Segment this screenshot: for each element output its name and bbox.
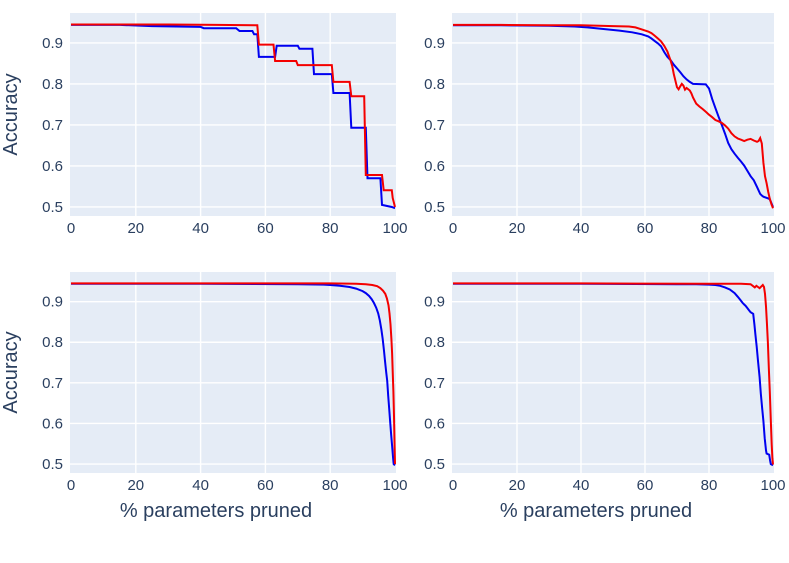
x-tick-label: 100 bbox=[760, 477, 785, 494]
plot-area bbox=[452, 272, 774, 473]
x-tick-label: 20 bbox=[127, 477, 144, 494]
subplot-top-left: 0 20 40 60 80 100 0.5 0.6 0.7 0.8 0.9 Accuracy bbox=[0, 13, 408, 237]
line-red-top-right bbox=[453, 23, 774, 209]
y-tick-label: 0.6 bbox=[424, 415, 445, 432]
line-blue-top-right bbox=[453, 24, 774, 208]
y-tick-label: 0.7 bbox=[424, 375, 445, 392]
y-tick-label: 0.8 bbox=[424, 76, 445, 93]
y-tick-label: 0.9 bbox=[42, 35, 63, 52]
plot-area bbox=[452, 13, 774, 216]
y-tick-label: 0.7 bbox=[42, 375, 63, 392]
x-tick-label: 80 bbox=[322, 477, 339, 494]
x-axis-title: % parameters pruned bbox=[500, 500, 692, 522]
plot-area bbox=[70, 272, 396, 473]
x-tick-label: 0 bbox=[67, 477, 75, 494]
x-tick-label: 100 bbox=[382, 477, 407, 494]
x-tick-label: 0 bbox=[67, 220, 75, 237]
x-tick-label: 0 bbox=[449, 477, 457, 494]
y-tick-label: 0.5 bbox=[42, 199, 63, 216]
line-blue-top-left bbox=[71, 23, 396, 210]
line-blue-bottom-left bbox=[71, 282, 396, 467]
y-tick-label: 0.5 bbox=[424, 456, 445, 473]
subplot-bottom-left: 0 20 40 60 80 100 0.5 0.6 0.7 0.8 0.9 % parameters … bbox=[0, 272, 408, 522]
x-tick-label: 100 bbox=[382, 220, 407, 237]
x-tick-label: 20 bbox=[127, 220, 144, 237]
x-tick-label: 60 bbox=[257, 220, 274, 237]
x-tick-label: 80 bbox=[701, 477, 718, 494]
x-tick-label: 20 bbox=[509, 477, 526, 494]
y-tick-label: 0.5 bbox=[42, 456, 63, 473]
y-tick-label: 0.7 bbox=[42, 117, 63, 134]
y-tick-label: 0.9 bbox=[424, 294, 445, 311]
x-tick-label: 40 bbox=[192, 477, 209, 494]
y-tick-label: 0.9 bbox=[42, 294, 63, 311]
x-tick-label: 0 bbox=[449, 220, 457, 237]
x-tick-label: 60 bbox=[637, 477, 654, 494]
plot-area bbox=[70, 13, 396, 216]
y-tick-label: 0.9 bbox=[424, 35, 445, 52]
x-tick-label: 20 bbox=[509, 220, 526, 237]
y-tick-label: 0.6 bbox=[424, 158, 445, 175]
line-blue-bottom-right bbox=[453, 282, 774, 467]
y-tick-label: 0.6 bbox=[42, 158, 63, 175]
x-tick-label: 40 bbox=[573, 220, 590, 237]
line-red-bottom-right bbox=[453, 282, 774, 465]
x-tick-label: 40 bbox=[192, 220, 209, 237]
x-tick-label: 100 bbox=[760, 220, 785, 237]
y-tick-label: 0.7 bbox=[424, 117, 445, 134]
y-tick-label: 0.8 bbox=[42, 76, 63, 93]
line-red-bottom-left bbox=[71, 282, 396, 465]
subplot-top-right: 0 20 40 60 80 100 0.5 0.6 0.7 0.8 0.9 bbox=[424, 13, 786, 237]
x-tick-label: 40 bbox=[573, 477, 590, 494]
x-tick-label: 60 bbox=[257, 477, 274, 494]
x-tick-label: 60 bbox=[637, 220, 654, 237]
line-red-top-left bbox=[71, 23, 396, 208]
y-tick-label: 0.8 bbox=[42, 334, 63, 351]
y-axis-title: Accuracy bbox=[0, 331, 22, 413]
y-axis-title: Accuracy bbox=[0, 73, 22, 155]
y-tick-label: 0.6 bbox=[42, 415, 63, 432]
y-tick-label: 0.5 bbox=[424, 199, 445, 216]
y-tick-label: 0.8 bbox=[424, 334, 445, 351]
x-axis-title: % parameters pruned bbox=[120, 500, 312, 522]
x-tick-label: 80 bbox=[701, 220, 718, 237]
x-tick-label: 80 bbox=[322, 220, 339, 237]
subplot-bottom-right: 0 20 40 60 80 100 0.5 0.6 0.7 0.8 0.9 % parameters … bbox=[424, 272, 786, 522]
